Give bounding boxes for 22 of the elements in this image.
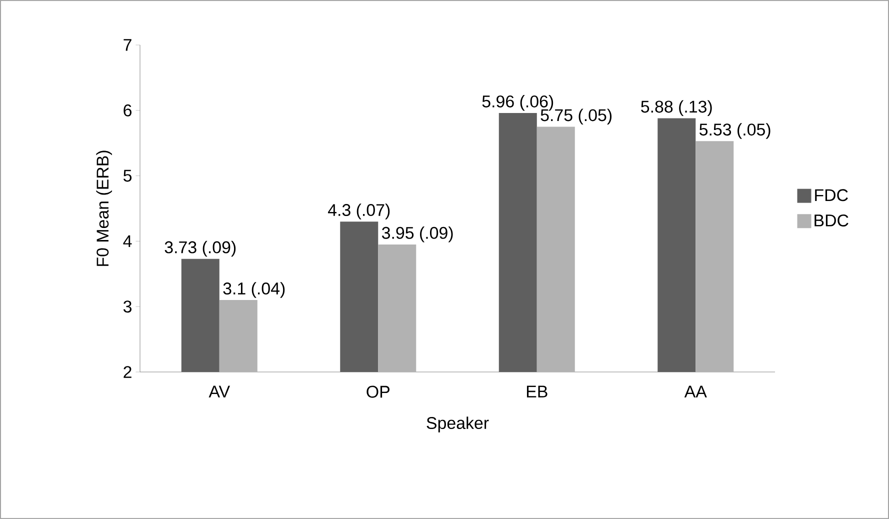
data-label: 5.53 (.05)	[700, 123, 770, 139]
x-tick-label: AV	[208, 386, 230, 398]
legend-label: FDC	[815, 189, 848, 202]
data-label: 3.95 (.09)	[382, 226, 453, 242]
y-tick-label: 3	[123, 300, 132, 313]
data-label: 5.75 (.05)	[540, 108, 612, 125]
x-axis-title: Speaker	[426, 416, 489, 432]
x-tick-label: EB	[526, 386, 548, 398]
data-label: 4.3 (.07)	[328, 204, 390, 220]
y-tick-label: 5	[123, 170, 132, 182]
x-tick-label: OP	[366, 386, 390, 398]
y-tick-label: 6	[124, 104, 132, 116]
x-tick-label: AA	[684, 386, 707, 398]
data-label: 3.1 (.04)	[223, 282, 285, 298]
data-label: 5.96 (.06)	[482, 95, 554, 111]
y-axis-title: F0 Mean (ERB)	[96, 150, 112, 266]
y-tick-label: 2	[124, 366, 132, 378]
legend-label: BDC	[814, 214, 848, 226]
data-label: 3.73 (.09)	[164, 240, 236, 257]
y-tick-label: 7	[124, 39, 132, 51]
y-tick-label: 4	[123, 235, 132, 248]
data-label: 5.88 (.13)	[641, 100, 712, 116]
